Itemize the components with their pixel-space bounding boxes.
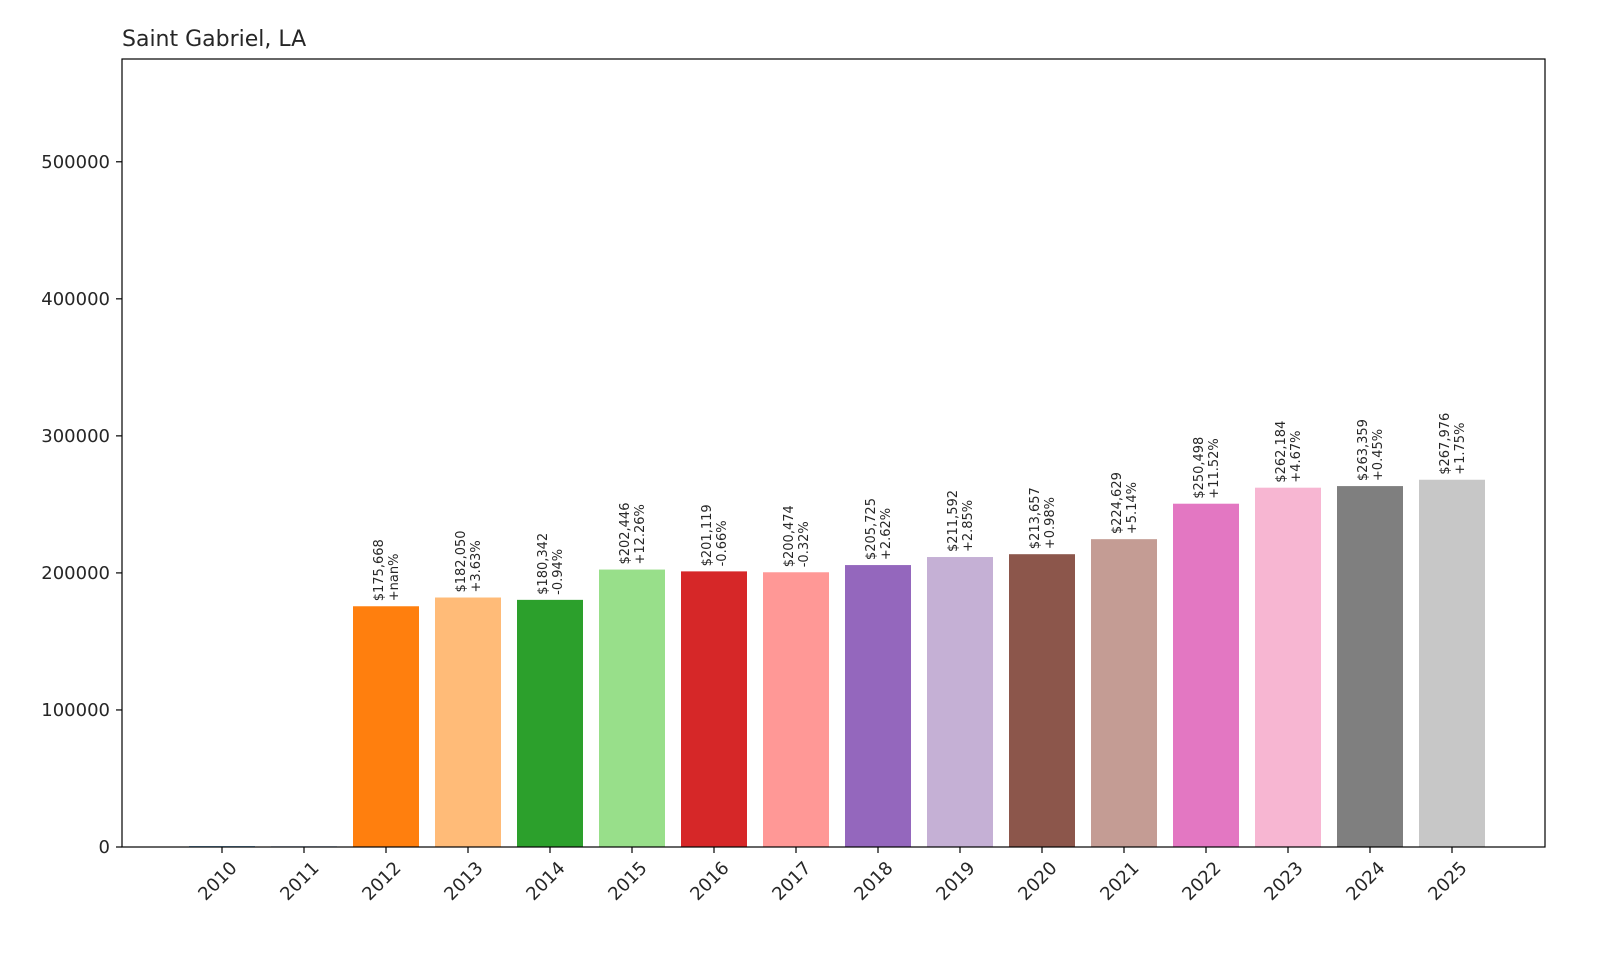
bar-change-label-2018: +2.62% [879,508,894,560]
bar-change-label-2019: +2.85% [961,500,976,552]
bar-value-label-2025: $267,976 [1438,413,1453,475]
x-tick-label-2024: 2024 [1342,858,1389,905]
bar-2023 [1255,487,1321,847]
bar-2016 [681,571,747,847]
bar-2018 [845,565,911,847]
bar-2013 [435,597,501,847]
y-tick-label-100000: 100000 [41,700,110,721]
bar-change-label-2017: -0.32% [797,521,812,567]
x-tick-label-2011: 2011 [276,858,323,905]
bar-value-label-2013: $182,050 [454,530,469,592]
bar-2015 [599,569,665,847]
plot-frame [121,58,1546,848]
bar-value-label-2012: $175,668 [372,539,387,601]
bar-change-label-2023: +4.67% [1289,430,1304,482]
bar-change-label-2015: +12.26% [633,504,648,564]
bar-2020 [1009,554,1075,847]
x-tick-label-2021: 2021 [1096,858,1143,905]
y-tick-label-200000: 200000 [41,563,110,584]
x-tick-label-2014: 2014 [522,858,569,905]
y-tick-label-0: 0 [99,837,110,858]
x-tick-label-2020: 2020 [1014,858,1061,905]
bar-value-label-2022: $250,498 [1192,437,1207,499]
bar-2017 [763,572,829,847]
bar-value-label-2017: $200,474 [782,505,797,567]
bar-change-label-2014: -0.94% [551,549,566,595]
bar-change-label-2020: +0.98% [1043,497,1058,549]
bar-value-label-2020: $213,657 [1028,487,1043,549]
bar-2021 [1091,539,1157,847]
bar-2022 [1173,503,1239,847]
bar-change-label-2021: +5.14% [1125,482,1140,534]
bar-2012 [353,606,419,847]
bar-value-label-2014: $180,342 [536,533,551,595]
x-tick-label-2019: 2019 [932,858,979,905]
x-tick-label-2018: 2018 [850,858,897,905]
bar-value-label-2023: $262,184 [1274,421,1289,483]
x-tick-label-2010: 2010 [194,858,241,905]
bar-change-label-2016: -0.66% [715,520,730,566]
x-tick-label-2017: 2017 [768,858,815,905]
bar-value-label-2016: $201,119 [700,504,715,566]
bar-value-label-2021: $224,629 [1110,472,1125,534]
bar-change-label-2022: +11.52% [1207,438,1222,498]
y-tick-label-500000: 500000 [41,152,110,173]
x-tick-label-2025: 2025 [1424,858,1471,905]
bars-group [189,479,1485,847]
chart-title: Saint Gabriel, LA [122,27,306,52]
bar-value-label-2015: $202,446 [618,503,633,565]
x-tick-label-2023: 2023 [1260,858,1307,905]
bar-change-label-2024: +0.45% [1371,429,1386,481]
bar-2019 [927,557,993,847]
bar-2024 [1337,486,1403,847]
bar-change-label-2012: +nan% [387,554,402,602]
bar-labels-group: $175,668 +nan% $182,050 +3.63% $180,342 -0.94… [372,413,1468,602]
x-tick-label-2022: 2022 [1178,858,1225,905]
bar-value-label-2019: $211,592 [946,490,961,552]
bar-change-label-2013: +3.63% [469,540,484,592]
y-tick-label-400000: 400000 [41,289,110,310]
bar-value-label-2024: $263,359 [1356,419,1371,481]
bar-2014 [517,599,583,847]
x-tick-label-2015: 2015 [604,858,651,905]
y-tick-label-300000: 300000 [41,426,110,447]
x-tick-label-2016: 2016 [686,858,733,905]
bar-value-label-2018: $205,725 [864,498,879,560]
x-tick-label-2013: 2013 [440,858,487,905]
bar-2025 [1419,479,1485,847]
x-tick-label-2012: 2012 [358,858,405,905]
bar-change-label-2025: +1.75% [1453,423,1468,475]
